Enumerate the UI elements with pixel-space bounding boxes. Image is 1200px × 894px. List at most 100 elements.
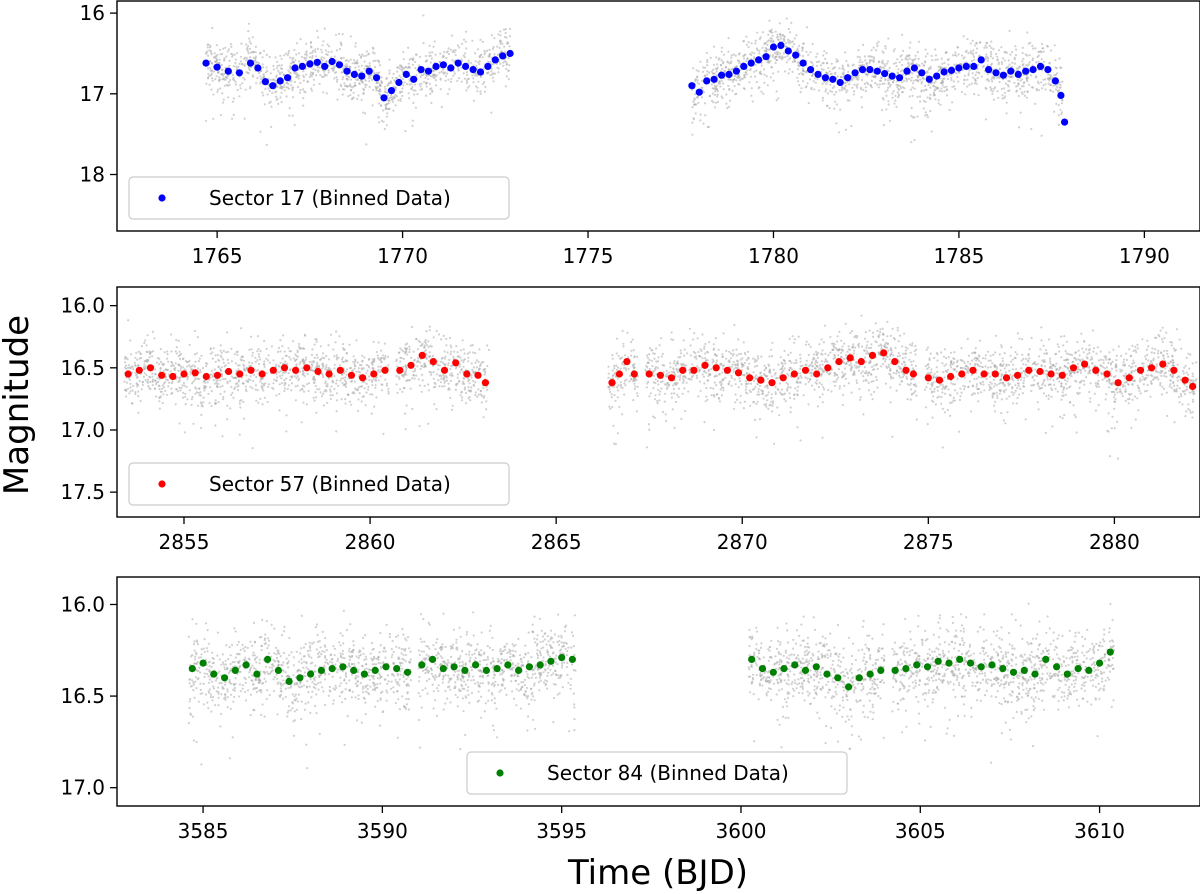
binned-point [350,70,358,78]
raw-point [1019,111,1022,114]
raw-point [756,355,760,358]
raw-point [612,424,615,427]
raw-point [341,93,344,96]
raw-point [439,381,442,384]
raw-point [934,48,937,51]
raw-point [418,384,422,387]
raw-point [736,59,740,62]
raw-point [976,76,979,80]
raw-point [497,33,500,36]
raw-point [821,62,824,65]
raw-point [858,56,862,59]
raw-point [261,63,264,66]
raw-point [984,44,987,47]
raw-point [408,78,411,81]
raw-point [789,406,792,409]
raw-point [222,349,225,352]
raw-point [967,74,970,77]
raw-point [457,77,461,80]
raw-point [129,386,132,389]
raw-point [366,65,369,68]
raw-point [910,393,913,396]
raw-point [266,69,269,72]
raw-point [615,337,619,340]
raw-point [713,84,717,88]
raw-point [251,74,254,77]
raw-point [866,340,869,343]
raw-point [927,84,930,87]
raw-point [425,330,428,333]
raw-point [260,77,263,81]
raw-point [986,73,989,76]
raw-point [142,375,145,378]
raw-point [1048,79,1051,82]
binned-point [792,51,800,59]
raw-point [353,362,356,365]
raw-point [225,76,228,79]
raw-point [698,82,701,86]
raw-point [208,401,211,405]
raw-point [154,379,157,382]
raw-point [477,61,480,64]
raw-point [341,358,344,361]
raw-point [387,108,391,111]
raw-point [277,69,280,72]
raw-point [129,353,133,356]
raw-point [971,72,974,75]
raw-point [247,30,250,33]
raw-point [419,85,422,88]
raw-point [463,352,466,355]
raw-point [232,78,235,81]
raw-point [256,350,259,353]
raw-point [747,41,750,44]
raw-point [382,109,385,112]
raw-point [945,94,949,97]
raw-point [930,54,933,58]
raw-point [254,384,257,387]
raw-point [905,77,908,80]
raw-point [179,389,182,392]
raw-point [977,94,980,97]
binned-point [424,67,433,75]
raw-point [1034,102,1037,105]
raw-point [607,372,610,375]
raw-point [973,93,976,96]
raw-point [159,390,162,393]
raw-point [251,447,254,450]
raw-point [492,80,495,83]
raw-point [301,388,304,391]
raw-point [269,78,272,81]
raw-point [856,335,859,338]
raw-point [370,412,373,415]
raw-point [722,82,725,85]
raw-point [214,354,217,357]
raw-point [804,86,807,89]
raw-point [1022,63,1025,66]
raw-point [279,96,282,99]
raw-point [847,70,850,73]
raw-point [370,361,373,364]
binned-point [254,64,262,72]
raw-point [271,91,274,94]
raw-point [419,75,422,78]
raw-point [173,367,176,371]
raw-point [772,72,775,75]
raw-point [226,74,229,77]
raw-point [382,120,385,123]
raw-point [784,400,787,403]
raw-point [194,392,197,395]
raw-point [775,99,778,102]
raw-point [472,77,475,80]
raw-point [811,64,815,67]
raw-point [219,385,222,388]
raw-point [815,350,818,353]
raw-point [837,131,841,134]
raw-point [235,369,238,372]
raw-point [715,70,718,73]
raw-point [312,375,315,378]
raw-point [855,84,858,88]
raw-point [947,63,950,66]
raw-point [430,57,433,60]
raw-point [327,50,330,54]
binned-point [1007,67,1015,75]
